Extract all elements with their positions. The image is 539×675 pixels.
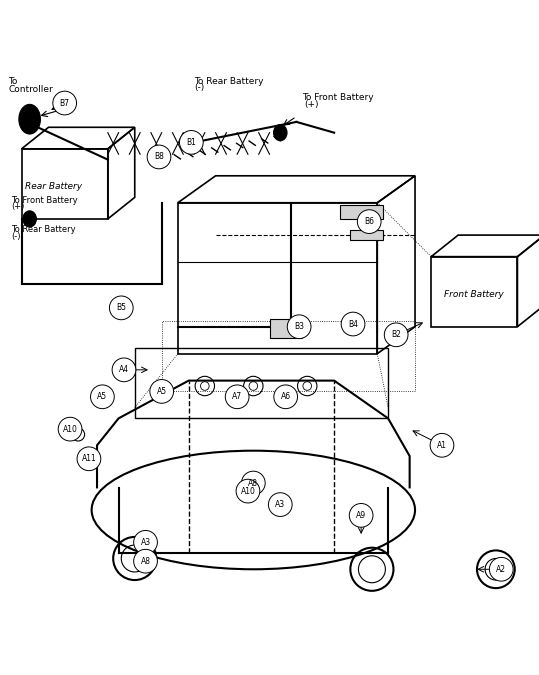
Circle shape [53,91,77,115]
Text: A9: A9 [356,511,366,520]
Text: A3: A3 [275,500,285,509]
Circle shape [147,145,171,169]
Text: A8: A8 [141,557,150,566]
Text: A10: A10 [63,425,78,433]
Circle shape [77,447,101,470]
Bar [340,205,383,219]
Text: B4: B4 [348,319,358,329]
Circle shape [268,493,292,516]
Circle shape [112,358,136,381]
Text: (+): (+) [11,202,24,211]
Text: To: To [8,77,17,86]
Text: (-): (-) [194,84,204,92]
Text: Front Battery: Front Battery [445,290,504,299]
Text: B6: B6 [364,217,374,226]
Text: To Front Battery: To Front Battery [302,93,374,102]
Text: A6: A6 [281,392,291,402]
Text: A5: A5 [98,392,107,402]
Circle shape [349,504,373,527]
Text: B7: B7 [60,99,70,107]
Circle shape [430,433,454,457]
Circle shape [91,385,114,408]
Circle shape [489,558,513,581]
Text: (+): (+) [305,100,319,109]
Bar [270,319,302,338]
Circle shape [341,312,365,336]
Text: A2: A2 [496,565,506,574]
Circle shape [179,130,203,155]
Ellipse shape [23,211,37,227]
Text: A7: A7 [232,392,242,402]
Text: To Rear Battery: To Rear Battery [11,225,75,234]
Circle shape [236,479,260,503]
Circle shape [384,323,408,347]
Text: A11: A11 [81,454,96,463]
Text: To Rear Battery: To Rear Battery [194,77,264,86]
Bar [350,230,383,240]
Circle shape [225,385,249,408]
Text: A10: A10 [240,487,255,495]
Circle shape [357,210,381,234]
Ellipse shape [19,105,40,134]
Text: A5: A5 [157,387,167,396]
Circle shape [181,136,197,152]
Circle shape [58,417,82,441]
Text: B5: B5 [116,303,126,313]
Text: B3: B3 [294,322,304,331]
Text: B8: B8 [154,153,164,161]
Text: B2: B2 [391,330,401,340]
Text: Rear Battery: Rear Battery [25,182,82,191]
Text: (-): (-) [11,232,20,241]
Circle shape [150,379,174,403]
Circle shape [134,549,157,573]
Text: Controller: Controller [8,85,53,94]
Circle shape [241,471,265,495]
Circle shape [134,531,157,554]
Circle shape [109,296,133,320]
Text: B1: B1 [186,138,196,147]
Text: A4: A4 [119,365,129,375]
Text: A3: A3 [141,538,150,547]
Circle shape [72,428,85,441]
Ellipse shape [274,125,287,141]
Circle shape [274,385,298,408]
Text: To Front Battery: To Front Battery [11,196,78,205]
Text: A1: A1 [437,441,447,450]
Text: A8: A8 [248,479,258,487]
Circle shape [287,315,311,339]
